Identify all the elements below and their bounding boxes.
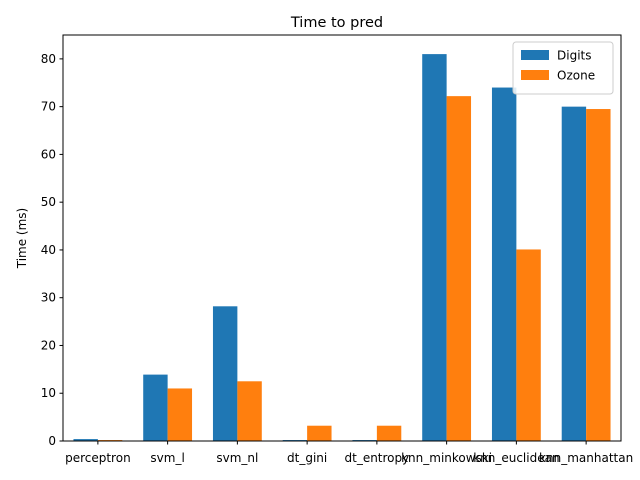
x-tick-label: svm_nl (216, 451, 258, 465)
x-tick-label: knn_minkowski (401, 451, 492, 465)
bar-digits-perceptron (73, 439, 98, 441)
y-tick-label: 60 (41, 147, 56, 161)
bar-ozone-svm_nl (237, 381, 262, 441)
legend-label-digits: Digits (557, 49, 591, 63)
legend-swatch-ozone (521, 70, 549, 80)
bar-ozone-dt_entropy (376, 425, 402, 441)
y-tick-label: 30 (41, 291, 56, 305)
y-tick-label: 50 (41, 195, 56, 209)
y-tick-label: 20 (41, 338, 56, 352)
bar-digits-svm_l (143, 374, 168, 441)
legend: Digits Ozone (512, 41, 614, 95)
axes-layer: 0 10 20 30 40 50 60 70 80 perceptron svm_l svm_nl dt… (41, 34, 633, 465)
y-tick-label: 0 (48, 434, 56, 448)
y-tick-label: 10 (41, 386, 56, 400)
bar-ozone-knn_minkowski (446, 96, 472, 441)
bar-digits-knn_minkowski (422, 54, 447, 441)
y-tick-label: 70 (41, 100, 56, 114)
bar-ozone-knn_euclidean (516, 249, 541, 441)
bars-layer (73, 54, 611, 442)
bar-ozone-dt_gini (307, 425, 332, 441)
y-tick-label: 40 (41, 243, 56, 257)
bar-ozone-knn_manhattan (586, 109, 611, 442)
x-tick-label: svm_l (150, 451, 184, 465)
x-tick-label: knn_euclidean (473, 451, 559, 465)
x-tick-label: perceptron (65, 451, 131, 465)
x-tick-label: dt_gini (287, 451, 327, 465)
x-tick-label: dt_entropy (345, 451, 410, 465)
legend-label-ozone: Ozone (557, 69, 595, 83)
y-tick-label: 80 (41, 52, 56, 66)
y-axis-label: Time (ms) (15, 208, 29, 270)
bar-digits-knn_euclidean (491, 87, 517, 442)
x-tick-label: knn_manhattan (539, 451, 633, 465)
chart-title: Time to pred (290, 15, 383, 31)
plot-frame (62, 34, 622, 442)
bar-digits-knn_manhattan (561, 106, 587, 441)
bar-ozone-svm_l (167, 388, 193, 441)
legend-swatch-digits (521, 50, 549, 60)
bar-digits-svm_nl (212, 306, 238, 441)
